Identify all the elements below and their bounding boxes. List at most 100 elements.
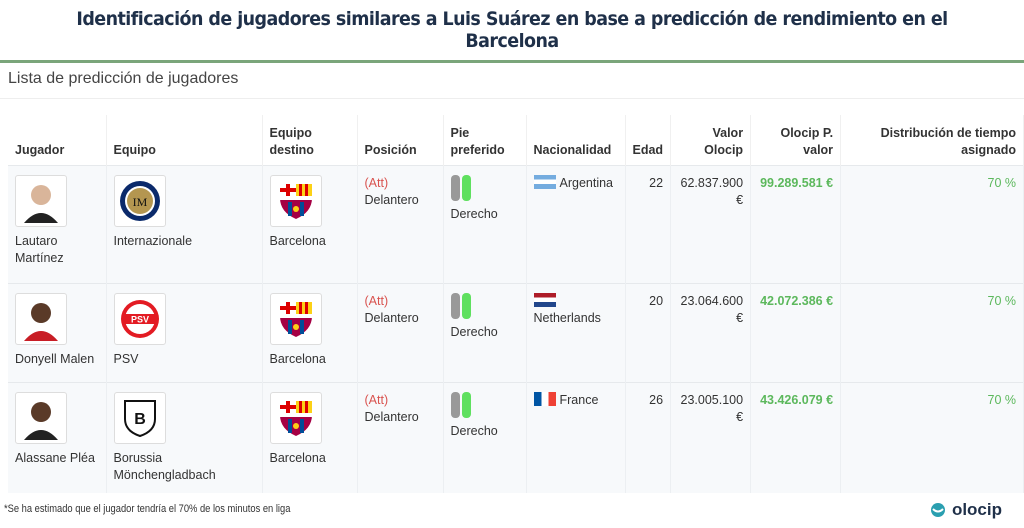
team-logo[interactable]: B [113,391,166,444]
nationality: Netherlands [533,310,601,325]
predicted-value: 42.072.386 € [750,282,842,382]
table-row[interactable]: Donyell Malen PSV PSV Barcelona (Att) Dela… [8,282,1024,382]
cell-position: (Att) Delantero [357,381,444,493]
foot: Derecho [450,423,498,438]
col-posicion[interactable]: Posición [357,115,444,165]
value: 23.064.600 € [670,282,752,382]
time-distribution: 70 % [840,164,1024,283]
cell-team: B Borussia Mönchengladbach [106,381,263,493]
footnote: *Se ha estimado que el jugador tendría e… [4,503,291,515]
col-equipo-destino[interactable]: Equipo destino [262,115,358,165]
time-distribution: 70 % [840,282,1024,382]
player-avatar-icon [24,184,58,223]
dest-name: Barcelona [269,233,326,248]
cell-dest: Barcelona [262,381,358,493]
position: Delantero [364,192,419,207]
col-valor[interactable]: Valor Olocip [670,115,752,165]
player-photo[interactable] [15,391,67,444]
cell-team: PSV PSV [106,282,263,382]
flag-argentina-icon [533,174,556,189]
svg-text:PSV: PSV [130,314,148,324]
value: 23.005.100 € [670,381,752,493]
logo-icon [930,503,945,517]
value: 62.837.900 € [670,164,752,283]
cell-player: Donyell Malen [8,282,107,382]
team-logo[interactable]: IM [113,174,166,227]
player-avatar-icon [24,302,58,341]
cell-nationality: Argentina [526,164,626,283]
gladbach-crest-icon: B [123,399,156,437]
cell-position: (Att) Delantero [357,282,444,382]
col-pie[interactable]: Pie preferido [443,115,527,165]
cell-foot: Derecho [443,282,527,382]
boots-icon [450,292,519,324]
barcelona-crest-icon [279,301,312,337]
cell-dest: Barcelona [262,282,358,382]
divider [0,98,1024,99]
foot: Derecho [450,324,498,339]
boots-icon [450,174,519,206]
section-title: Lista de predicción de jugadores [8,70,239,87]
barcelona-crest-icon [279,400,312,436]
foot: Derecho [450,206,498,221]
cell-player: Lautaro Martínez [8,164,107,283]
cell-foot: Derecho [443,381,527,493]
cell-dest: Barcelona [262,164,358,283]
barcelona-crest-icon [279,183,312,219]
predicted-value: 99.289.581 € [750,164,842,283]
age: 22 [625,164,672,283]
cell-nationality: France [526,381,626,493]
divider [0,60,1024,63]
time-distribution: 70 % [840,381,1024,493]
dest-logo[interactable] [269,174,322,227]
cell-nationality: Netherlands [526,282,626,382]
team-name: Internazionale [113,233,193,248]
table-row[interactable]: Alassane Pléa B Borussia Mönchengladbach … [8,381,1024,493]
psv-crest-icon: PSV [120,299,159,338]
player-name[interactable]: Alassane Pléa [15,450,95,465]
cell-foot: Derecho [443,164,527,283]
page-title: Identificación de jugadores similares a … [76,8,948,52]
position: Delantero [364,310,419,325]
player-avatar-icon [24,401,58,440]
col-distribucion[interactable]: Distribución de tiempo asignado [840,115,1024,165]
cell-player: Alassane Pléa [8,381,107,493]
flag-france-icon [533,391,556,406]
dest-name: Barcelona [269,450,326,465]
team-name: Borussia Mönchengladbach [113,450,216,482]
table-header: Jugador Equipo Equipo destino Posición P… [8,115,1024,165]
table-row[interactable]: Lautaro Martínez IM Internazionale Barcel… [8,164,1024,283]
col-jugador[interactable]: Jugador [8,115,107,165]
dest-logo[interactable] [269,292,322,345]
cell-position: (Att) Delantero [357,164,444,283]
position-tag: (Att) [364,293,389,308]
dest-logo[interactable] [269,391,322,444]
team-name: PSV [113,351,139,366]
flag-netherlands-icon [533,292,556,307]
position: Delantero [364,409,419,424]
player-photo[interactable] [15,292,67,345]
team-logo[interactable]: PSV [113,292,166,345]
position-tag: (Att) [364,392,389,407]
svg-text:B: B [134,411,146,428]
col-edad[interactable]: Edad [625,115,672,165]
dest-name: Barcelona [269,351,326,366]
col-pvalor[interactable]: Olocip P. valor [750,115,842,165]
player-name[interactable]: Donyell Malen [15,351,95,366]
player-name[interactable]: Lautaro Martínez [15,233,64,265]
nationality: Argentina [559,175,614,190]
inter-crest-icon: IM [119,180,160,221]
age: 26 [625,381,672,493]
position-tag: (Att) [364,175,389,190]
nationality: France [559,392,599,407]
boots-icon [450,391,519,423]
players-table: Jugador Equipo Equipo destino Posición P… [8,115,1024,493]
cell-team: IM Internazionale [106,164,263,283]
age: 20 [625,282,672,382]
col-nacionalidad[interactable]: Nacionalidad [526,115,626,165]
predicted-value: 43.426.079 € [750,381,842,493]
olocip-logo: olocip [930,500,1002,520]
col-equipo[interactable]: Equipo [106,115,263,165]
svg-text:IM: IM [132,195,147,209]
player-photo[interactable] [15,174,67,227]
